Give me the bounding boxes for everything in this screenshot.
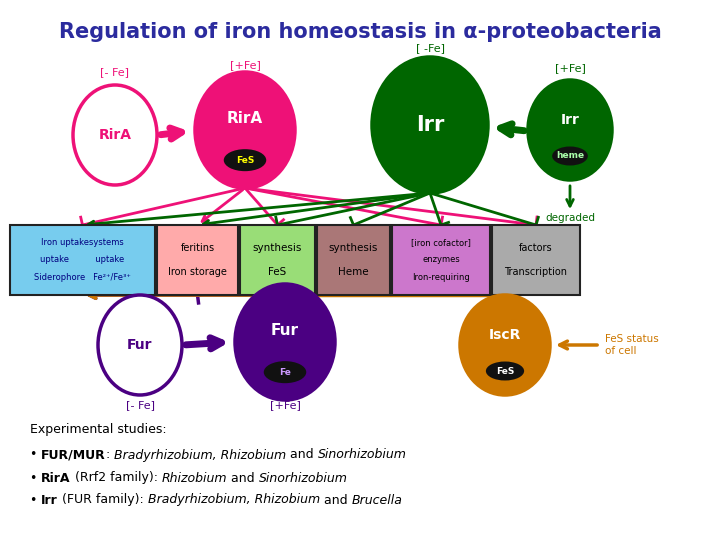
Text: and: and xyxy=(228,471,259,484)
Text: and: and xyxy=(287,449,318,462)
Text: Bradyrhizobium, Rhizobium: Bradyrhizobium, Rhizobium xyxy=(148,494,320,507)
Text: factors: factors xyxy=(519,244,553,253)
Text: Sinorhizobium: Sinorhizobium xyxy=(259,471,348,484)
Text: Brucella: Brucella xyxy=(351,494,402,507)
Text: Siderophore   Fe²⁺/Fe³⁺: Siderophore Fe²⁺/Fe³⁺ xyxy=(34,273,131,282)
Text: RirA: RirA xyxy=(227,111,263,126)
Text: IscR: IscR xyxy=(489,328,521,342)
Text: enzymes: enzymes xyxy=(422,255,460,265)
Text: [iron cofactor]: [iron cofactor] xyxy=(411,238,471,247)
Ellipse shape xyxy=(235,284,335,400)
Ellipse shape xyxy=(552,146,588,165)
Ellipse shape xyxy=(460,295,550,395)
Text: :: : xyxy=(106,449,114,462)
Text: and: and xyxy=(320,494,351,507)
Text: feritins: feritins xyxy=(181,244,215,253)
FancyBboxPatch shape xyxy=(492,225,580,295)
Text: Iron storage: Iron storage xyxy=(168,267,227,276)
Text: Irr: Irr xyxy=(41,494,58,507)
Text: Irr: Irr xyxy=(416,115,444,135)
Text: Sinorhizobium: Sinorhizobium xyxy=(318,449,407,462)
Ellipse shape xyxy=(528,80,612,180)
Text: Iron-requiring: Iron-requiring xyxy=(412,273,470,282)
Text: [- Fe]: [- Fe] xyxy=(101,67,130,77)
Text: RirA: RirA xyxy=(99,128,132,142)
Text: FeS status
of cell: FeS status of cell xyxy=(605,334,659,356)
Ellipse shape xyxy=(224,149,266,171)
Text: Regulation of iron homeostasis in α-proteobacteria: Regulation of iron homeostasis in α-prot… xyxy=(58,22,662,42)
Text: [+Fe]: [+Fe] xyxy=(554,63,585,73)
Text: synthesis: synthesis xyxy=(329,244,378,253)
Text: [+Fe]: [+Fe] xyxy=(269,400,300,410)
Text: FeS: FeS xyxy=(269,267,287,276)
FancyBboxPatch shape xyxy=(240,225,315,295)
Text: synthesis: synthesis xyxy=(253,244,302,253)
Ellipse shape xyxy=(98,295,182,395)
Text: (FUR family):: (FUR family): xyxy=(58,494,148,507)
Ellipse shape xyxy=(486,361,524,381)
Text: Bradyrhizobium, Rhizobium: Bradyrhizobium, Rhizobium xyxy=(114,449,287,462)
Text: Heme: Heme xyxy=(338,267,369,276)
Text: •: • xyxy=(30,471,41,484)
Text: [ -Fe]: [ -Fe] xyxy=(415,43,444,53)
FancyBboxPatch shape xyxy=(10,225,155,295)
Text: heme: heme xyxy=(556,152,584,160)
Text: [+Fe]: [+Fe] xyxy=(230,60,261,70)
Text: Fe: Fe xyxy=(279,368,291,377)
Text: Irr: Irr xyxy=(561,113,580,127)
Text: Rhizobium: Rhizobium xyxy=(162,471,228,484)
Text: Fur: Fur xyxy=(127,338,153,352)
Text: Transcription: Transcription xyxy=(505,267,567,276)
Text: RirA: RirA xyxy=(41,471,71,484)
Text: Fur: Fur xyxy=(271,323,299,338)
Text: •: • xyxy=(30,449,41,462)
Ellipse shape xyxy=(372,57,488,193)
Text: FeS: FeS xyxy=(496,367,514,375)
Ellipse shape xyxy=(195,72,295,188)
FancyBboxPatch shape xyxy=(392,225,490,295)
Text: (Rrf2 family):: (Rrf2 family): xyxy=(71,471,162,484)
Text: FeS: FeS xyxy=(236,156,254,165)
Text: [- Fe]: [- Fe] xyxy=(125,400,155,410)
Text: Experimental studies:: Experimental studies: xyxy=(30,423,166,436)
Text: •: • xyxy=(30,494,41,507)
Text: uptake          uptake: uptake uptake xyxy=(40,255,125,265)
Ellipse shape xyxy=(73,85,157,185)
Ellipse shape xyxy=(264,361,306,383)
FancyBboxPatch shape xyxy=(317,225,390,295)
Text: FUR/MUR: FUR/MUR xyxy=(41,449,106,462)
Text: Iron uptakesystems: Iron uptakesystems xyxy=(41,238,124,247)
FancyBboxPatch shape xyxy=(157,225,238,295)
Text: degraded: degraded xyxy=(545,213,595,223)
